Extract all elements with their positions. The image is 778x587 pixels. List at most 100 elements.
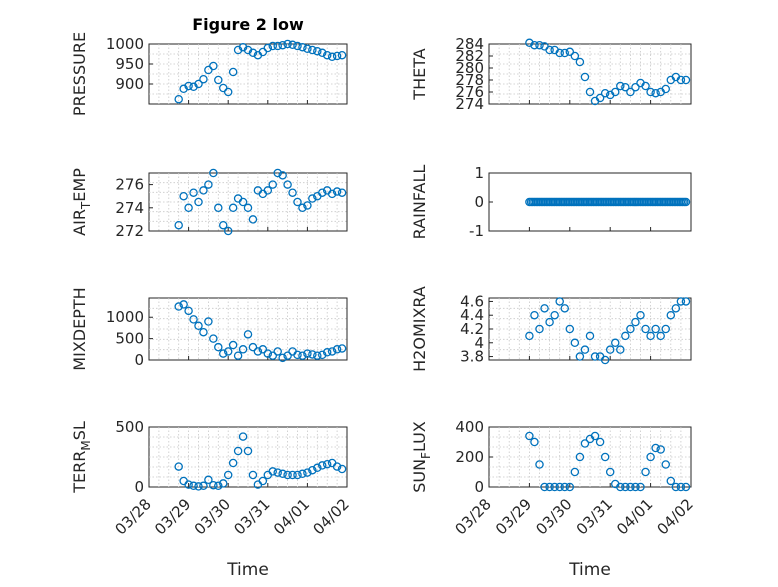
data-point — [313, 463, 322, 473]
y-tick-label: 500 — [115, 330, 144, 348]
data-point — [631, 82, 640, 92]
data-point — [646, 331, 655, 341]
data-point — [273, 347, 282, 356]
data-point — [218, 349, 228, 358]
data-point — [194, 79, 203, 89]
y-axis-label: MIXDEPTH — [70, 287, 89, 370]
data-point — [214, 75, 223, 85]
data-point — [676, 75, 686, 85]
y-tick-label: 282 — [455, 47, 484, 65]
y-tick-label: 3.8 — [460, 348, 484, 366]
data-point — [209, 61, 218, 71]
data-point — [273, 168, 282, 178]
data-point — [228, 203, 238, 213]
data-point — [303, 349, 312, 358]
data-point — [575, 352, 585, 361]
data-point — [189, 481, 198, 491]
data-point — [293, 41, 302, 51]
data-point — [545, 482, 554, 492]
data-point — [298, 203, 307, 213]
y-tick-label: 276 — [455, 83, 484, 101]
data-point — [308, 465, 317, 475]
data-series — [174, 432, 347, 491]
data-point — [611, 338, 620, 348]
data-point — [671, 482, 681, 492]
data-point — [268, 41, 277, 51]
data-point — [184, 203, 193, 213]
data-point — [248, 215, 258, 224]
data-point — [303, 201, 312, 210]
data-point — [228, 340, 238, 350]
data-point — [308, 45, 317, 55]
data-point — [555, 482, 564, 492]
subplot-air-temp: 272 274 276 AIRTEMP — [70, 168, 348, 240]
x-tick-label: 04/02 — [310, 495, 353, 538]
data-point — [666, 310, 676, 320]
x-tick-label: 04/02 — [654, 495, 697, 538]
data-point — [626, 87, 635, 97]
data-point — [303, 468, 312, 477]
x-axis-label: Time — [226, 560, 269, 580]
x-tick-label: 03/31 — [573, 495, 616, 538]
y-axis-label: RAINFALL — [410, 165, 429, 240]
y-axis-label: H2OMIXRA — [410, 286, 429, 372]
data-point — [595, 93, 605, 103]
data-point — [641, 324, 650, 334]
data-point — [332, 187, 342, 196]
data-point — [535, 460, 544, 469]
data-point — [671, 304, 681, 313]
y-axis-label: AIRTEMP — [70, 168, 93, 236]
data-point — [218, 479, 228, 488]
data-point — [540, 482, 549, 492]
data-series — [174, 300, 347, 363]
data-point — [248, 342, 258, 352]
data-point — [317, 48, 327, 58]
y-tick-label: 4.2 — [460, 320, 484, 338]
data-point — [535, 40, 544, 50]
data-point — [681, 482, 691, 492]
data-point — [605, 467, 615, 477]
data-point — [327, 52, 337, 62]
data-point — [560, 48, 570, 58]
data-point — [258, 476, 268, 486]
data-point — [243, 203, 253, 213]
data-point — [248, 470, 258, 480]
data-point — [278, 171, 287, 180]
data-point — [214, 342, 223, 352]
data-point — [651, 443, 660, 453]
x-tick-label: 04/01 — [270, 495, 313, 538]
data-point — [293, 350, 302, 360]
x-tick-label: 03/28 — [112, 495, 155, 538]
data-series — [174, 168, 347, 236]
data-point — [298, 469, 307, 479]
data-point — [530, 310, 539, 320]
data-point — [600, 452, 610, 462]
data-point — [189, 315, 198, 324]
data-point — [223, 87, 233, 97]
data-point — [631, 317, 640, 327]
data-point — [595, 437, 605, 447]
data-point — [223, 347, 233, 356]
data-point — [525, 331, 534, 341]
data-point — [337, 344, 347, 353]
data-point — [238, 345, 248, 354]
data-point — [194, 197, 203, 207]
y-tick-label: 274 — [115, 199, 144, 217]
y-tick-label: 0 — [474, 478, 484, 496]
data-point — [590, 352, 600, 361]
data-point — [283, 351, 292, 360]
data-point — [550, 310, 559, 320]
data-series — [525, 38, 691, 106]
data-point — [209, 480, 218, 490]
data-point — [194, 482, 203, 491]
data-point — [585, 87, 595, 97]
data-point — [322, 459, 332, 469]
data-point — [681, 75, 691, 85]
data-point — [590, 431, 600, 441]
data-point — [283, 39, 292, 49]
data-point — [174, 302, 183, 311]
x-tick-label: 03/29 — [492, 495, 535, 538]
data-point — [530, 40, 539, 50]
